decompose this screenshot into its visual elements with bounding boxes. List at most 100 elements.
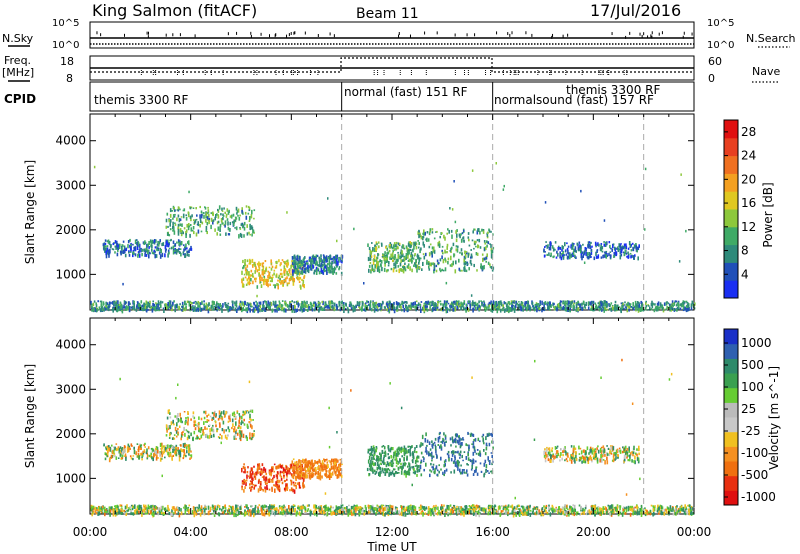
echo-cell — [307, 265, 309, 269]
echo-cell — [246, 271, 248, 276]
echo-cell — [112, 308, 114, 313]
echo-cell — [266, 484, 268, 489]
echo-cell — [601, 250, 604, 253]
echo-cell — [538, 304, 540, 309]
echo-cell — [478, 308, 481, 311]
echo-cell — [92, 307, 95, 312]
echo-cell — [274, 266, 277, 269]
echo-cell — [327, 262, 329, 266]
echo-cell — [319, 305, 321, 308]
echo-cell — [369, 452, 372, 456]
echo-cell — [270, 276, 273, 279]
echo-cell — [226, 411, 229, 414]
echo-cell — [307, 270, 310, 274]
echo-cell — [402, 244, 404, 248]
echo-cell — [276, 304, 278, 306]
echo-cell — [284, 468, 286, 472]
echo-cell — [240, 430, 243, 434]
echo-cell — [311, 258, 313, 263]
echo-cell — [647, 309, 650, 311]
echo-cell — [395, 301, 398, 305]
echo-cell — [210, 304, 213, 309]
echo-cell — [279, 263, 282, 267]
echo-cell — [155, 303, 158, 308]
echo-cell — [372, 303, 374, 306]
echo-cell — [456, 305, 458, 310]
echo-cell — [239, 232, 242, 237]
echo-cell — [614, 307, 616, 312]
echo-cell — [177, 223, 180, 227]
echo-cell — [293, 301, 295, 304]
echo-cell — [123, 249, 125, 254]
echo-cell — [610, 302, 613, 305]
echo-cell — [297, 482, 299, 485]
echo-cell — [470, 468, 473, 471]
echo-cell — [193, 307, 195, 311]
echo-cell — [381, 243, 383, 247]
echo-cell — [233, 415, 236, 418]
echo-cell — [243, 471, 245, 474]
echo-cell — [187, 211, 190, 215]
echo-cell — [170, 444, 172, 448]
echo-cell — [378, 268, 381, 274]
echo-cell — [370, 255, 373, 258]
echo-cell — [106, 240, 109, 243]
echo-cell — [198, 438, 201, 440]
echo-cell — [562, 307, 564, 310]
echo-cell — [265, 300, 267, 305]
echo-cell — [486, 240, 488, 244]
echo-cell — [406, 257, 408, 259]
echo-cell — [392, 468, 395, 471]
echo-cell — [249, 483, 251, 486]
echo-cell — [465, 269, 468, 273]
echo-cell — [365, 302, 367, 305]
echo-cell — [219, 223, 222, 228]
echo-cell — [441, 232, 443, 235]
echo-cell — [690, 303, 693, 308]
echo-cell — [672, 302, 675, 305]
echo-cell — [106, 245, 109, 248]
echo-cell — [425, 307, 428, 310]
echo-cell — [614, 252, 616, 255]
echo-cell — [318, 460, 321, 462]
echo-cell — [443, 460, 446, 464]
echo-cell — [263, 478, 265, 481]
echo-cell — [470, 249, 472, 251]
echo-cell — [297, 269, 299, 271]
echo-cell — [267, 284, 269, 288]
echo-cell — [402, 265, 404, 268]
echo-cell — [182, 251, 185, 254]
echo-cell — [211, 411, 214, 415]
echo-cell — [242, 277, 245, 281]
echo-cell — [225, 232, 227, 236]
echo-cell — [591, 301, 594, 304]
echo-cell — [254, 277, 256, 281]
echo-cell — [267, 275, 269, 279]
echo-cell — [388, 304, 391, 306]
echo-cell — [380, 307, 382, 312]
echo-cell — [148, 241, 150, 245]
echo-cell — [164, 447, 167, 451]
echo-cell — [627, 301, 629, 307]
echo-cell — [333, 458, 336, 462]
echo-cell — [452, 242, 455, 247]
echo-cell — [402, 269, 405, 274]
echo-cell — [247, 466, 249, 469]
echo-cell — [471, 239, 474, 242]
echo-cell — [197, 223, 200, 227]
echo-cell — [179, 452, 182, 458]
echo-cell — [376, 305, 379, 310]
echo-cell — [374, 469, 376, 473]
echo-cell — [310, 266, 312, 271]
echo-cell — [372, 259, 375, 262]
echo-cell — [388, 473, 390, 477]
echo-cell — [467, 307, 470, 312]
echo-cell — [293, 473, 296, 477]
echo-cell — [277, 305, 279, 308]
echo-cell — [413, 264, 415, 267]
echo-cell — [444, 459, 447, 463]
echo-cell — [117, 247, 119, 250]
echo-cell — [403, 308, 406, 313]
echo-cell — [467, 431, 469, 435]
echo-cell — [106, 302, 109, 306]
